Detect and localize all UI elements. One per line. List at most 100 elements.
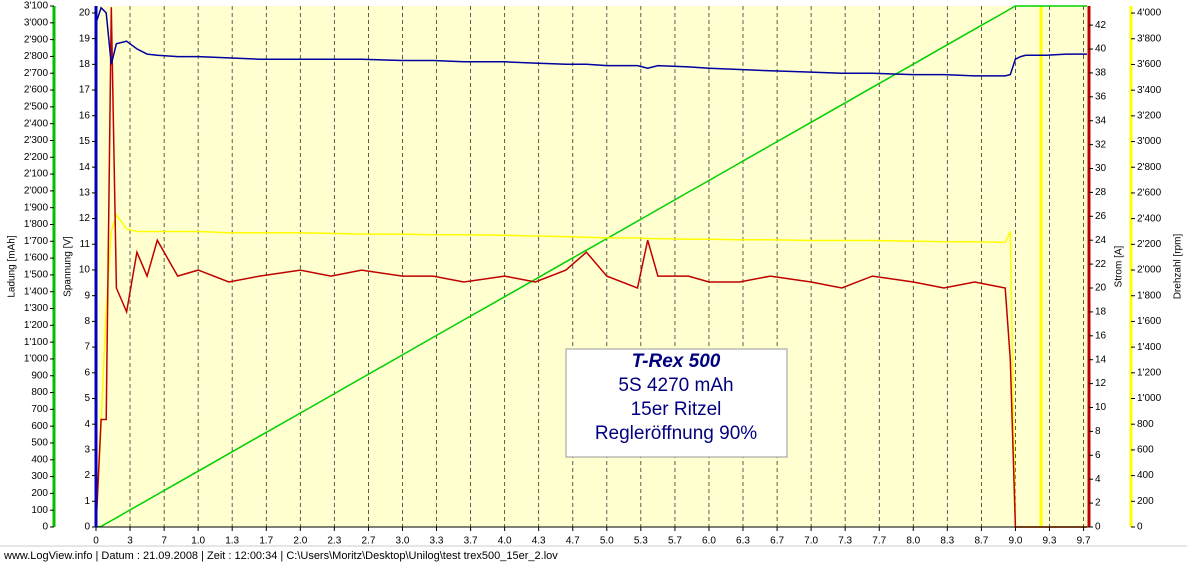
y-tick-label: 2'100	[24, 169, 49, 180]
y-tick-label: 1'400	[24, 286, 49, 297]
y-tick-label: 800	[31, 387, 48, 398]
y-tick-label: 1'100	[24, 337, 49, 348]
y-tick-label: 3'800	[1137, 33, 1162, 44]
y-tick-label: 1'400	[1137, 342, 1162, 353]
y-tick-label: 3'600	[1137, 59, 1162, 70]
x-tick-label: 1.0	[191, 536, 205, 547]
y-axis-title: Ladung [mAh]	[7, 235, 18, 297]
y-tick-label: 2'600	[24, 85, 49, 96]
y-tick-label: 2'500	[24, 101, 49, 112]
y-tick-label: 1'900	[24, 202, 49, 213]
y-tick-label: 10	[79, 265, 91, 276]
x-tick-label: 2.3	[327, 536, 341, 547]
y-tick-label: 4	[1095, 474, 1101, 485]
y-tick-label: 17	[79, 85, 91, 96]
y-tick-label: 600	[1137, 445, 1154, 456]
y-tick-label: 18	[79, 59, 91, 70]
footer: www.LogView.info | Datum : 21.09.2008 | …	[3, 550, 558, 562]
x-tick-label: 4.7	[566, 536, 580, 547]
y-tick-label: 2	[84, 470, 90, 481]
x-tick-label: 3.0	[396, 536, 410, 547]
annotation-line: Regleröffnung 90%	[595, 423, 757, 444]
annotation-box	[565, 348, 788, 458]
y-tick-label: 400	[1137, 470, 1154, 481]
y-tick-label: 22	[1095, 259, 1107, 270]
y-tick-label: 12	[79, 213, 91, 224]
x-tick-label: 2.7	[362, 536, 376, 547]
y-tick-label: 1	[84, 496, 90, 507]
y-tick-label: 10	[1095, 402, 1107, 413]
y-tick-label: 26	[1095, 211, 1107, 222]
x-tick-label: 9.7	[1077, 536, 1091, 547]
y-tick-label: 3'000	[24, 17, 49, 28]
y-tick-label: 15	[79, 136, 91, 147]
x-tick-label: 9.3	[1043, 536, 1057, 547]
y-tick-label: 100	[31, 505, 48, 516]
y-axis-title: Spannung [V]	[63, 236, 74, 297]
y-tick-label: 20	[79, 8, 91, 19]
x-tick-label: 6.7	[770, 536, 784, 547]
y-tick-label: 1'000	[24, 354, 49, 365]
y-tick-label: 300	[31, 471, 48, 482]
y-tick-label: 1'500	[24, 270, 49, 281]
y-tick-label: 400	[31, 454, 48, 465]
y-tick-label: 34	[1095, 115, 1107, 126]
y-tick-label: 3'000	[1137, 136, 1162, 147]
y-tick-label: 30	[1095, 163, 1107, 174]
y-tick-label: 38	[1095, 68, 1107, 79]
y-tick-label: 200	[1137, 496, 1154, 507]
y-tick-label: 2'700	[24, 68, 49, 79]
x-tick-label: 5.3	[634, 536, 648, 547]
y-tick-label: 1'600	[1137, 316, 1162, 327]
y-tick-label: 8	[1095, 426, 1101, 437]
x-tick-label: 3	[127, 536, 133, 547]
y-tick-label: 40	[1095, 44, 1107, 55]
y-tick-label: 900	[31, 370, 48, 381]
y-tick-label: 0	[1095, 522, 1101, 533]
y-tick-label: 1'700	[24, 236, 49, 247]
y-tick-label: 28	[1095, 187, 1107, 198]
y-tick-label: 8	[84, 316, 90, 327]
y-tick-label: 1'800	[24, 219, 49, 230]
y-tick-label: 1'800	[1137, 290, 1162, 301]
x-tick-label: 4.3	[532, 536, 546, 547]
y-tick-label: 2'400	[1137, 213, 1162, 224]
y-tick-label: 5	[84, 393, 90, 404]
y-tick-label: 6	[1095, 450, 1101, 461]
y-tick-label: 7	[84, 342, 90, 353]
y-tick-label: 2'900	[24, 34, 49, 45]
y-tick-label: 6	[84, 367, 90, 378]
x-tick-label: 5.0	[600, 536, 614, 547]
series-line	[95, 5, 1087, 528]
annotation-line: 5S 4270 mAh	[618, 375, 733, 396]
y-tick-label: 2'300	[24, 135, 49, 146]
y-tick-label: 700	[31, 404, 48, 415]
y-tick-label: 20	[1095, 283, 1107, 294]
y-tick-label: 4'000	[1137, 8, 1162, 19]
y-tick-label: 4	[84, 419, 90, 430]
x-tick-label: 3.3	[430, 536, 444, 547]
y-tick-label: 1'200	[1137, 367, 1162, 378]
x-tick-label: 8.0	[906, 536, 920, 547]
y-tick-label: 11	[80, 239, 91, 250]
y-tick-label: 19	[79, 33, 91, 44]
x-tick-label: 5.7	[668, 536, 682, 547]
x-tick-label: 0	[93, 536, 99, 547]
x-tick-label: 7.0	[804, 536, 818, 547]
y-tick-label: 2'800	[24, 51, 49, 62]
y-axis-title: Drehzahl [rpm]	[1173, 233, 1184, 299]
x-tick-label: 8.3	[940, 536, 954, 547]
y-tick-label: 24	[1095, 235, 1107, 246]
y-tick-label: 2'400	[24, 118, 49, 129]
series-line	[95, 6, 1087, 77]
series-line	[95, 7, 1087, 528]
y-tick-label: 1'600	[24, 253, 49, 264]
x-tick-label: 3.7	[464, 536, 478, 547]
y-tick-label: 3'200	[1137, 110, 1162, 121]
x-tick-label: 1.7	[259, 536, 273, 547]
y-tick-label: 3'400	[1137, 85, 1162, 96]
x-tick-label: 7.3	[838, 536, 852, 547]
y-tick-label: 500	[31, 438, 48, 449]
x-tick-label: 9.0	[1008, 536, 1022, 547]
